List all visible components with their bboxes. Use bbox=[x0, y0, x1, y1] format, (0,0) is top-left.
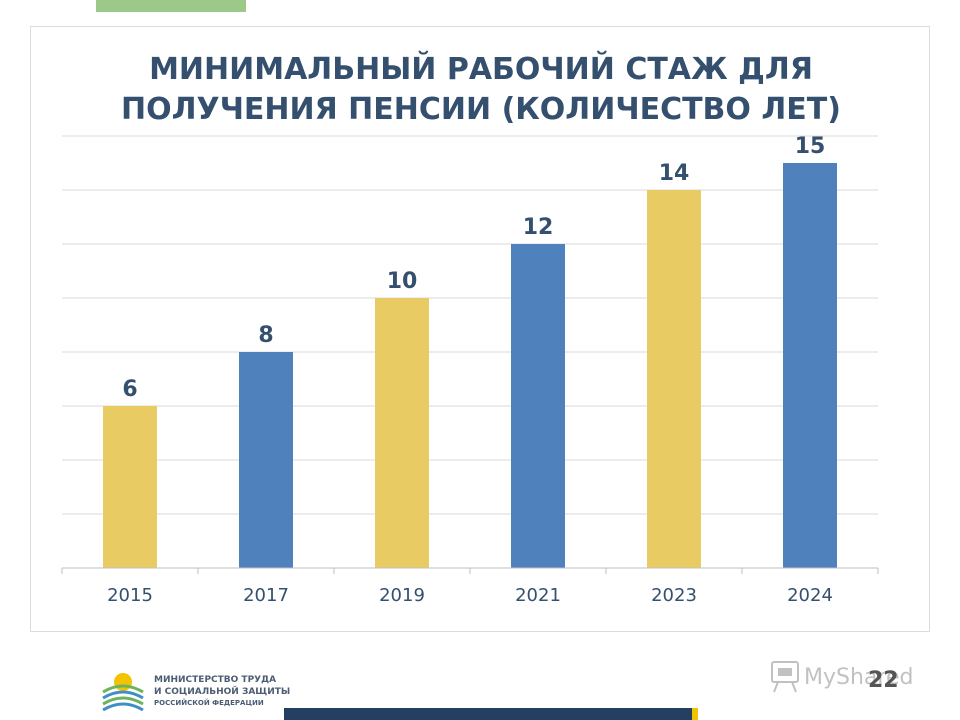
data-label-2024: 15 bbox=[795, 134, 826, 159]
bar-2019 bbox=[375, 298, 429, 568]
data-label-2017: 8 bbox=[258, 323, 273, 348]
watermark-text: MyShared bbox=[804, 665, 913, 690]
data-label-2021: 12 bbox=[523, 215, 554, 240]
chart-title-line2: ПОЛУЧЕНИЯ ПЕНСИИ (КОЛИЧЕСТВО ЛЕТ) bbox=[121, 92, 841, 127]
bar-2021 bbox=[511, 244, 565, 568]
ministry-logo-icon bbox=[102, 673, 144, 712]
x-tick-label-2019: 2019 bbox=[379, 585, 425, 606]
data-label-2015: 6 bbox=[122, 377, 137, 402]
bar-chart: 6 8 10 12 14 15 2015 2017 2019 2021 2023 2024 bbox=[61, 134, 879, 606]
x-tick-label-2024: 2024 bbox=[787, 585, 833, 606]
projector-icon bbox=[771, 661, 799, 693]
ministry-name: МИНИСТЕРСТВО ТРУДА И СОЦИАЛЬНОЙ ЗАЩИТЫ Р… bbox=[154, 674, 290, 709]
chart-title-line1: МИНИМАЛЬНЫЙ РАБОЧИЙ СТАЖ ДЛЯ bbox=[149, 52, 813, 87]
ministry-line2: И СОЦИАЛЬНОЙ ЗАЩИТЫ bbox=[154, 687, 291, 697]
data-label-2023: 14 bbox=[659, 161, 690, 186]
ministry-line3: РОССИЙСКОЙ ФЕДЕРАЦИИ bbox=[154, 699, 264, 707]
ministry-line1: МИНИСТЕРСТВО ТРУДА bbox=[154, 675, 277, 685]
data-label-2019: 10 bbox=[387, 269, 418, 294]
bar-2023 bbox=[647, 190, 701, 568]
x-axis: 2015 2017 2019 2021 2023 2024 bbox=[61, 567, 879, 606]
page-number: 22 bbox=[868, 668, 899, 693]
bar-2024 bbox=[783, 163, 837, 568]
grid-layer bbox=[62, 135, 878, 515]
bottom-bar bbox=[284, 708, 692, 720]
x-tick-label-2021: 2021 bbox=[515, 585, 561, 606]
chart-frame: МИНИМАЛЬНЫЙ РАБОЧИЙ СТАЖ ДЛЯ ПОЛУЧЕНИЯ П… bbox=[30, 26, 930, 632]
top-accent-bar bbox=[96, 0, 246, 12]
x-tick-label-2015: 2015 bbox=[107, 585, 153, 606]
bars-layer: 6 8 10 12 14 15 bbox=[103, 134, 837, 568]
x-tick-label-2023: 2023 bbox=[651, 585, 697, 606]
x-tick-label-2017: 2017 bbox=[243, 585, 289, 606]
bar-2015 bbox=[103, 406, 157, 568]
bar-2017 bbox=[239, 352, 293, 568]
bottom-bar-accent bbox=[692, 708, 698, 720]
watermark: MyShared bbox=[771, 661, 913, 693]
